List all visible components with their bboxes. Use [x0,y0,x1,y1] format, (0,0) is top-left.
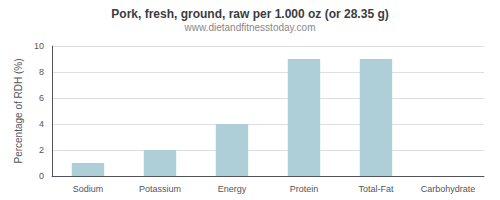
svg-text:10: 10 [34,41,44,51]
svg-text:Total-Fat: Total-Fat [358,184,394,194]
svg-text:Energy: Energy [218,184,247,194]
svg-text:2: 2 [39,145,44,155]
svg-text:4: 4 [39,119,44,129]
svg-text:Potassium: Potassium [139,184,181,194]
svg-text:Carbohydrate: Carbohydrate [421,184,476,194]
svg-text:Pork, fresh, ground, raw per 1: Pork, fresh, ground, raw per 1.000 oz (o… [111,7,388,21]
svg-text:8: 8 [39,67,44,77]
svg-text:Percentage of RDH (%): Percentage of RDH (%) [13,58,24,163]
svg-text:6: 6 [39,93,44,103]
svg-text:0: 0 [39,171,44,181]
svg-text:www.dietandfitnesstoday.com: www.dietandfitnesstoday.com [184,22,316,33]
svg-text:Sodium: Sodium [73,184,104,194]
svg-text:Protein: Protein [290,184,319,194]
